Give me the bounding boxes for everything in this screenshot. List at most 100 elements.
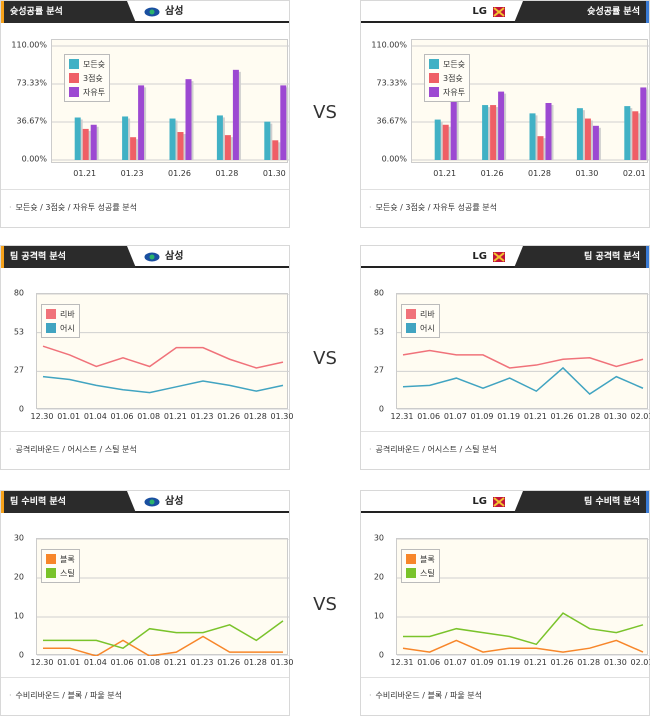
- panel-footer: · 모든슛 / 3점슛 / 자유투 성공률 분석: [361, 189, 649, 227]
- y-tick-label: 73.33%: [16, 78, 47, 88]
- y-tick-label: 10: [373, 611, 384, 621]
- x-tick-label: 01.06: [110, 658, 134, 667]
- y-tick-label: 0: [378, 404, 384, 414]
- bar-3점슛: [632, 111, 639, 160]
- bar-모든슛: [169, 118, 176, 160]
- panel-header: 팀 수비력 분석 삼성: [1, 491, 289, 513]
- legend: 블록 스틸: [401, 549, 440, 583]
- series-line-어시: [42, 375, 284, 394]
- team-home: 삼성: [144, 494, 183, 510]
- legend-swatch-ft: [429, 87, 439, 97]
- series-line-블록: [402, 639, 644, 653]
- y-tick-label: 0: [378, 650, 384, 660]
- x-tick-label: 01.23: [190, 412, 214, 421]
- y-tick-label: 0.00%: [21, 154, 47, 164]
- bar-3점슛: [442, 124, 449, 160]
- bar-자유투: [232, 69, 239, 160]
- x-tick-label: 01.19: [497, 658, 521, 667]
- bar-모든슛: [624, 106, 631, 160]
- y-tick-label: 36.67%: [376, 116, 407, 126]
- y-tick-label: 30: [373, 533, 384, 543]
- x-tick-label: 01.01: [57, 412, 81, 421]
- x-tick-label: 01.09: [470, 412, 494, 421]
- x-tick-label: 01.21: [73, 169, 97, 178]
- bar-chart: [52, 45, 289, 161]
- bar-chart: [412, 45, 649, 161]
- series-line-리바: [402, 349, 644, 369]
- offense-panel-home: 팀 공격력 분석 삼성 리바 어시 · 공격리바운드 / 어시스트 / 스틸 분석…: [0, 245, 293, 470]
- defense-panel-away: 팀 수비력 분석 LG 블록 스틸 · 수비리바운드 / 블록 / 파울 분석 0…: [360, 490, 650, 716]
- x-tick-label: 01.06: [110, 412, 134, 421]
- legend-swatch-reb: [406, 309, 416, 319]
- shoot-chart-home: 모든슛 3점슛 자유투: [51, 39, 289, 163]
- series-line-리바: [42, 345, 284, 369]
- team-away: LG: [472, 494, 506, 510]
- panel-header: 슛성공률 분석 삼성: [1, 1, 289, 23]
- bar-모든슛: [482, 105, 489, 160]
- offense-chart-home: 리바 어시: [36, 293, 289, 410]
- bar-모든슛: [74, 117, 81, 160]
- offense-chart-away: 리바 어시: [396, 293, 649, 410]
- legend-swatch-3p: [69, 73, 79, 83]
- x-tick-label: 01.21: [433, 169, 457, 178]
- x-tick-label: 02.01: [630, 658, 650, 667]
- bar-모든슛: [434, 119, 441, 160]
- panel-title: 팀 수비력 분석: [1, 491, 136, 513]
- x-tick-label: 01.06: [417, 658, 441, 667]
- legend: 모든슛 3점슛 자유투: [64, 54, 111, 102]
- shoot-chart-away: 모든슛 3점슛 자유투: [411, 39, 649, 163]
- shoot-panel-away: 슛성공률 분석 LG 모든슛 3점슛 자유투 · 모든슛 / 3점슛 / 자유투 …: [360, 0, 650, 228]
- x-tick-label: 01.26: [168, 169, 191, 178]
- x-tick-label: 01.06: [417, 412, 441, 421]
- panel-footer: · 공격리바운드 / 어시스트 / 스틸 분석: [361, 431, 649, 469]
- legend-swatch-fg: [429, 59, 439, 69]
- samsung-logo-icon: [144, 252, 160, 262]
- x-tick-label: 01.09: [470, 658, 494, 667]
- team-away: LG: [472, 249, 506, 265]
- y-tick-label: 27: [13, 365, 24, 375]
- bar-모든슛: [576, 108, 583, 160]
- series-line-스틸: [43, 620, 284, 650]
- defense-chart-away: 블록 스틸: [396, 538, 649, 656]
- x-tick-label: 01.30: [575, 169, 599, 178]
- panel-header: 팀 공격력 분석 LG: [361, 246, 649, 268]
- x-tick-label: 12.30: [30, 412, 54, 421]
- panel-footer: · 수비리바운드 / 블록 / 파울 분석: [361, 677, 649, 715]
- y-tick-label: 80: [13, 288, 24, 298]
- bar-모든슛: [122, 116, 129, 160]
- vs-label: VS: [313, 348, 337, 369]
- x-tick-label: 01.26: [550, 658, 574, 667]
- y-tick-label: 36.67%: [16, 116, 47, 126]
- y-tick-label: 73.33%: [376, 78, 407, 88]
- x-tick-label: 01.21: [163, 658, 187, 667]
- panel-footer: · 수비리바운드 / 블록 / 파울 분석: [1, 677, 289, 715]
- legend-swatch-blk: [46, 554, 56, 564]
- bar-자유투: [545, 103, 552, 160]
- bar-자유투: [450, 95, 457, 160]
- legend-swatch-ast: [406, 323, 416, 333]
- bar-3점슛: [584, 118, 591, 160]
- y-tick-label: 80: [373, 288, 384, 298]
- x-tick-label: 01.01: [57, 658, 81, 667]
- y-tick-label: 0: [18, 650, 24, 660]
- bar-자유투: [185, 79, 192, 160]
- legend-swatch-reb: [46, 309, 56, 319]
- x-tick-label: 01.30: [270, 412, 294, 421]
- y-tick-label: 110.00%: [371, 40, 407, 50]
- x-tick-label: 01.08: [137, 658, 161, 667]
- bar-자유투: [90, 124, 97, 160]
- x-tick-label: 01.08: [137, 412, 161, 421]
- y-tick-label: 20: [373, 572, 384, 582]
- y-tick-label: 110.00%: [11, 40, 47, 50]
- panel-header: 슛성공률 분석 LG: [361, 1, 649, 23]
- lg-logo-icon: [493, 497, 505, 507]
- bar-모든슛: [216, 115, 223, 160]
- samsung-logo-icon: [144, 497, 160, 507]
- bar-모든슛: [529, 113, 536, 160]
- x-tick-label: 01.30: [603, 658, 627, 667]
- legend-swatch-3p: [429, 73, 439, 83]
- x-tick-label: 01.30: [603, 412, 627, 421]
- panel-title: 팀 공격력 분석: [514, 246, 649, 268]
- y-tick-label: 53: [373, 327, 384, 337]
- x-tick-label: 01.28: [215, 169, 239, 178]
